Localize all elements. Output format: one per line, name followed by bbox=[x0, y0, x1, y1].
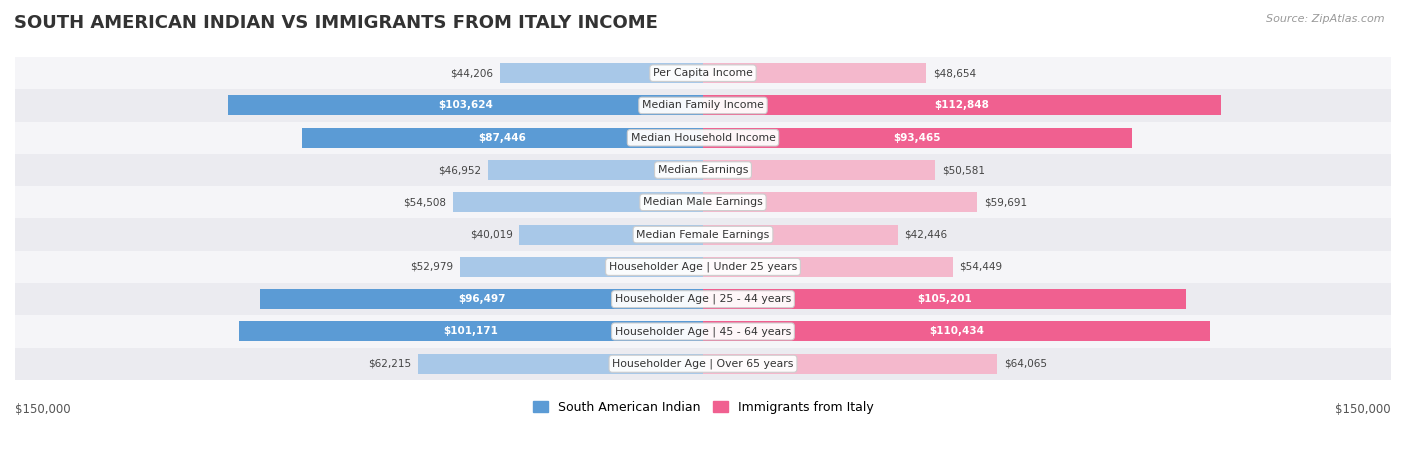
Bar bbox=[15, 251, 1391, 283]
Bar bbox=[239, 321, 703, 341]
Bar bbox=[15, 121, 1391, 154]
Bar bbox=[15, 57, 1391, 89]
Bar bbox=[703, 63, 927, 83]
Bar bbox=[260, 289, 703, 309]
Bar bbox=[703, 257, 953, 277]
Text: Median Female Earnings: Median Female Earnings bbox=[637, 230, 769, 240]
Text: $50,581: $50,581 bbox=[942, 165, 984, 175]
Text: $42,446: $42,446 bbox=[904, 230, 948, 240]
Bar bbox=[703, 160, 935, 180]
Bar bbox=[703, 225, 897, 245]
Text: Householder Age | Over 65 years: Householder Age | Over 65 years bbox=[612, 359, 794, 369]
Legend: South American Indian, Immigrants from Italy: South American Indian, Immigrants from I… bbox=[527, 396, 879, 419]
Text: Median Male Earnings: Median Male Earnings bbox=[643, 198, 763, 207]
Bar bbox=[453, 192, 703, 212]
Bar bbox=[228, 95, 703, 115]
Text: $46,952: $46,952 bbox=[437, 165, 481, 175]
Text: Median Family Income: Median Family Income bbox=[643, 100, 763, 111]
Bar bbox=[703, 289, 1185, 309]
Text: Median Household Income: Median Household Income bbox=[630, 133, 776, 143]
Bar bbox=[488, 160, 703, 180]
Bar bbox=[15, 186, 1391, 219]
Bar bbox=[418, 354, 703, 374]
Bar bbox=[15, 283, 1391, 315]
Bar bbox=[15, 347, 1391, 380]
Text: $150,000: $150,000 bbox=[1336, 403, 1391, 416]
Text: Householder Age | Under 25 years: Householder Age | Under 25 years bbox=[609, 262, 797, 272]
Text: $62,215: $62,215 bbox=[367, 359, 411, 369]
Bar bbox=[15, 154, 1391, 186]
Bar bbox=[703, 95, 1220, 115]
Bar bbox=[703, 192, 977, 212]
Bar bbox=[15, 315, 1391, 347]
Text: Householder Age | 45 - 64 years: Householder Age | 45 - 64 years bbox=[614, 326, 792, 337]
Text: $110,434: $110,434 bbox=[929, 326, 984, 336]
Bar bbox=[501, 63, 703, 83]
Text: $48,654: $48,654 bbox=[934, 68, 976, 78]
Text: $105,201: $105,201 bbox=[917, 294, 972, 304]
Bar bbox=[460, 257, 703, 277]
Text: $52,979: $52,979 bbox=[411, 262, 453, 272]
Text: $64,065: $64,065 bbox=[1004, 359, 1046, 369]
Text: Householder Age | 25 - 44 years: Householder Age | 25 - 44 years bbox=[614, 294, 792, 304]
Bar bbox=[302, 128, 703, 148]
Text: $40,019: $40,019 bbox=[470, 230, 513, 240]
Text: Source: ZipAtlas.com: Source: ZipAtlas.com bbox=[1267, 14, 1385, 24]
Text: $112,848: $112,848 bbox=[935, 100, 990, 111]
Text: SOUTH AMERICAN INDIAN VS IMMIGRANTS FROM ITALY INCOME: SOUTH AMERICAN INDIAN VS IMMIGRANTS FROM… bbox=[14, 14, 658, 32]
Text: $54,449: $54,449 bbox=[960, 262, 1002, 272]
Bar bbox=[519, 225, 703, 245]
Text: $96,497: $96,497 bbox=[458, 294, 505, 304]
Text: $44,206: $44,206 bbox=[450, 68, 494, 78]
Text: $59,691: $59,691 bbox=[984, 198, 1026, 207]
Text: $87,446: $87,446 bbox=[478, 133, 526, 143]
Text: Median Earnings: Median Earnings bbox=[658, 165, 748, 175]
Text: Per Capita Income: Per Capita Income bbox=[652, 68, 754, 78]
Text: $101,171: $101,171 bbox=[443, 326, 498, 336]
Bar bbox=[15, 89, 1391, 121]
Bar bbox=[703, 128, 1132, 148]
Bar bbox=[703, 321, 1209, 341]
Text: $103,624: $103,624 bbox=[437, 100, 492, 111]
Text: $54,508: $54,508 bbox=[404, 198, 446, 207]
Text: $150,000: $150,000 bbox=[15, 403, 70, 416]
Bar bbox=[15, 219, 1391, 251]
Bar bbox=[703, 354, 997, 374]
Text: $93,465: $93,465 bbox=[894, 133, 941, 143]
